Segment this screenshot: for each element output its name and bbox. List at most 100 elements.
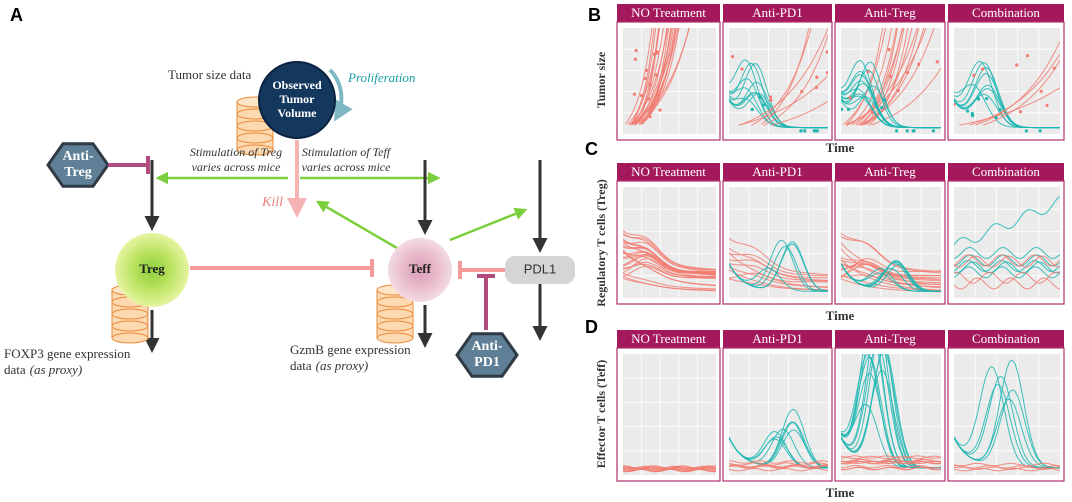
curve bbox=[623, 272, 716, 290]
curve bbox=[853, 28, 904, 125]
label: Tumor size bbox=[594, 51, 608, 108]
facet: NO Treatment bbox=[616, 4, 721, 141]
curve bbox=[729, 63, 828, 129]
curve bbox=[729, 428, 828, 469]
label: Time bbox=[826, 485, 855, 500]
label: Anti-Treg bbox=[864, 5, 916, 20]
curve bbox=[729, 252, 828, 277]
point bbox=[848, 96, 852, 100]
curve bbox=[763, 34, 828, 126]
facet-strip bbox=[948, 163, 1064, 181]
label: PD1 bbox=[474, 355, 500, 370]
curve bbox=[729, 272, 828, 283]
curve bbox=[729, 463, 828, 468]
label: A bbox=[10, 5, 23, 25]
curve bbox=[841, 464, 941, 469]
point bbox=[985, 96, 989, 101]
point bbox=[648, 83, 652, 87]
point bbox=[1024, 129, 1028, 133]
db-disk bbox=[376, 308, 414, 320]
facet: Anti-Treg bbox=[834, 163, 946, 305]
plot-bg bbox=[729, 28, 828, 134]
curves bbox=[623, 465, 716, 473]
curve bbox=[845, 28, 884, 126]
facet: NO Treatment bbox=[616, 163, 721, 305]
db-disk bbox=[111, 308, 149, 320]
facet: Combination bbox=[947, 163, 1065, 305]
curve bbox=[863, 28, 905, 126]
curves bbox=[954, 359, 1060, 472]
curve bbox=[954, 271, 1060, 284]
curve bbox=[954, 465, 1060, 469]
point bbox=[656, 93, 661, 97]
facet-strip bbox=[835, 330, 945, 348]
label: NO Treatment bbox=[631, 164, 706, 179]
curves bbox=[841, 232, 941, 293]
label: Treg bbox=[139, 261, 165, 276]
plots: B Tumor size Time NO Treatment Anti-PD1 Anti-… bbox=[585, 4, 1065, 500]
label: NO Treatment bbox=[631, 331, 706, 346]
curve bbox=[841, 263, 941, 284]
curve bbox=[738, 75, 828, 126]
label: Anti-PD1 bbox=[752, 164, 803, 179]
curve bbox=[629, 28, 657, 126]
proliferation-arc bbox=[328, 68, 353, 122]
label: NO Treatment bbox=[631, 5, 706, 20]
curve bbox=[624, 28, 653, 125]
curve bbox=[634, 28, 675, 126]
label: Anti- bbox=[62, 149, 93, 164]
curve bbox=[623, 232, 716, 272]
point bbox=[972, 73, 976, 77]
point bbox=[976, 97, 981, 101]
label: Combination bbox=[972, 331, 1040, 346]
facet-strip bbox=[617, 163, 720, 181]
point bbox=[1025, 54, 1030, 58]
point bbox=[970, 114, 975, 118]
curve bbox=[729, 464, 828, 469]
curve bbox=[982, 60, 1060, 126]
curve bbox=[634, 28, 659, 124]
curves bbox=[841, 28, 941, 133]
curves bbox=[623, 230, 716, 292]
label: Anti- bbox=[471, 339, 502, 354]
point bbox=[888, 75, 893, 79]
curve bbox=[843, 28, 887, 125]
arrow bbox=[315, 200, 398, 250]
point bbox=[647, 97, 651, 101]
curve bbox=[623, 234, 716, 271]
curve bbox=[954, 466, 1060, 470]
point bbox=[643, 76, 647, 81]
label: Volume bbox=[278, 106, 318, 120]
point bbox=[1038, 129, 1042, 133]
curve bbox=[841, 261, 941, 276]
point bbox=[655, 50, 659, 54]
point bbox=[768, 95, 773, 99]
point bbox=[896, 89, 900, 93]
curve bbox=[870, 67, 941, 126]
facet-strip bbox=[948, 4, 1064, 22]
point bbox=[905, 70, 910, 75]
point bbox=[846, 107, 851, 111]
point bbox=[800, 89, 804, 94]
point bbox=[887, 47, 891, 52]
point bbox=[1052, 66, 1057, 70]
label: varies across mice bbox=[192, 160, 282, 174]
point bbox=[1039, 89, 1043, 93]
curve bbox=[623, 253, 716, 272]
curve bbox=[954, 254, 1060, 267]
curve bbox=[954, 277, 1060, 290]
facet-strip bbox=[617, 330, 720, 348]
curve bbox=[629, 28, 655, 126]
pdl1-node bbox=[505, 256, 575, 284]
label: Combination bbox=[972, 164, 1040, 179]
curve bbox=[729, 460, 828, 464]
label-part: (as proxy) bbox=[30, 362, 83, 377]
label: Anti-PD1 bbox=[752, 331, 803, 346]
label-part: (as proxy) bbox=[316, 358, 369, 373]
curve bbox=[841, 458, 941, 463]
label: Effector T cells (Teff) bbox=[594, 360, 608, 469]
curve bbox=[623, 265, 716, 278]
facet-strip bbox=[723, 330, 832, 348]
curves bbox=[729, 28, 828, 133]
